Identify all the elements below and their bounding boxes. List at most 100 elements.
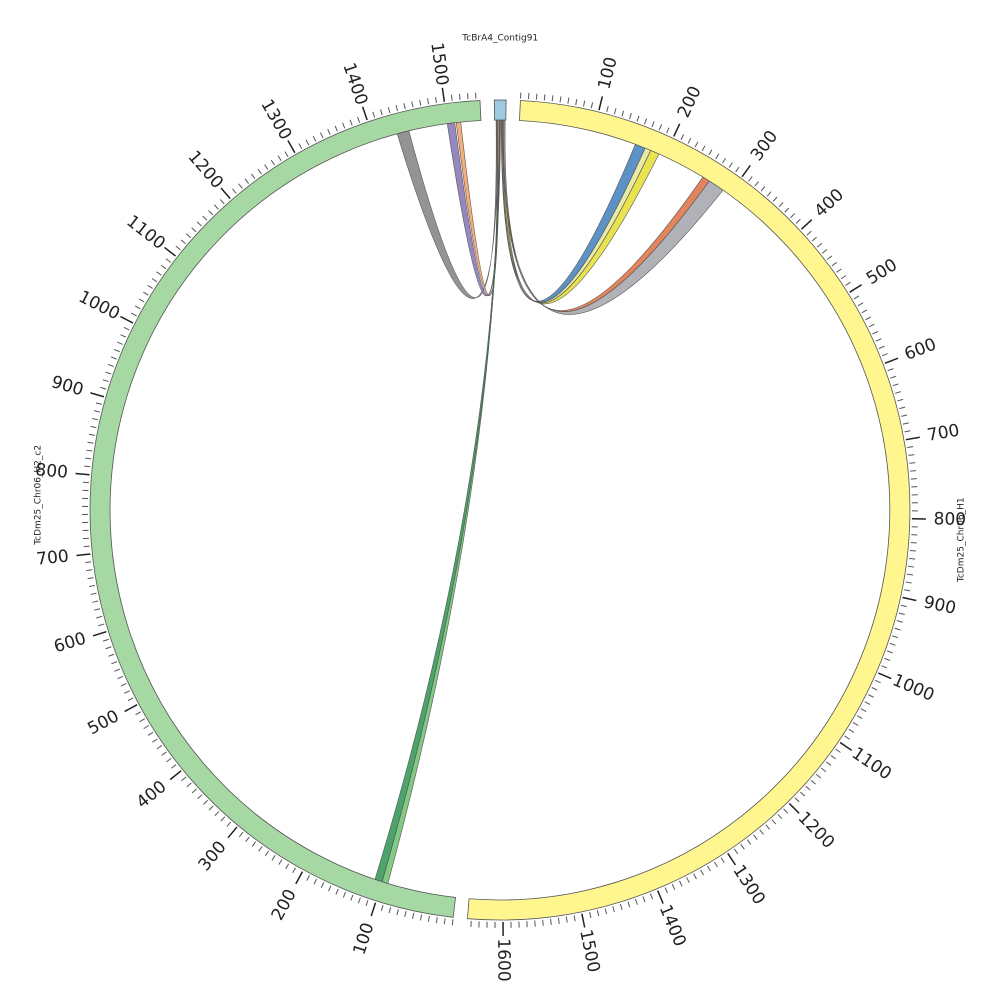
tick-label: 700 bbox=[35, 546, 69, 569]
minor-tick bbox=[567, 97, 570, 104]
major-tick bbox=[120, 315, 134, 324]
minor-tick bbox=[435, 96, 437, 104]
minor-tick bbox=[458, 93, 461, 100]
minor-tick bbox=[821, 249, 828, 254]
minor-tick bbox=[777, 813, 783, 820]
minor-tick bbox=[542, 919, 544, 926]
major-tick bbox=[788, 802, 800, 814]
segment bbox=[89, 100, 482, 918]
minor-tick bbox=[800, 791, 806, 797]
minor-tick bbox=[134, 305, 141, 310]
minor-tick bbox=[277, 155, 282, 162]
minor-tick bbox=[357, 116, 361, 123]
tick-label: 300 bbox=[195, 837, 231, 875]
minor-tick bbox=[765, 824, 771, 830]
tick-label: 700 bbox=[926, 421, 961, 446]
tick-label: 900 bbox=[49, 372, 86, 400]
minor-tick bbox=[551, 95, 554, 102]
minor-tick bbox=[806, 230, 812, 236]
minor-tick bbox=[395, 105, 399, 112]
minor-tick bbox=[85, 457, 92, 460]
minor-tick bbox=[191, 788, 197, 794]
minor-tick bbox=[105, 371, 112, 375]
minor-tick bbox=[147, 284, 153, 289]
minor-tick bbox=[110, 356, 117, 360]
minor-tick bbox=[881, 665, 888, 669]
minor-tick bbox=[878, 345, 885, 349]
tick-label: 1300 bbox=[256, 96, 295, 143]
segment bbox=[493, 99, 507, 121]
minor-tick bbox=[152, 738, 158, 743]
minor-tick bbox=[811, 236, 817, 242]
minor-tick bbox=[680, 134, 685, 141]
tick-label: 1300 bbox=[728, 861, 769, 908]
minor-tick bbox=[86, 569, 93, 572]
minor-tick bbox=[365, 900, 369, 907]
minor-tick bbox=[251, 173, 256, 180]
minor-tick bbox=[350, 894, 354, 901]
minor-tick bbox=[892, 383, 899, 387]
major-tick bbox=[295, 871, 304, 885]
minor-tick bbox=[357, 897, 361, 904]
minor-tick bbox=[143, 725, 150, 730]
major-tick bbox=[370, 902, 377, 917]
minor-tick bbox=[826, 255, 833, 260]
minor-tick bbox=[707, 865, 711, 872]
minor-tick bbox=[861, 309, 868, 314]
minor-tick bbox=[117, 341, 123, 345]
minor-tick bbox=[107, 363, 114, 368]
link bbox=[381, 119, 501, 884]
minor-tick bbox=[380, 904, 384, 911]
minor-tick bbox=[908, 454, 915, 456]
major-tick bbox=[76, 553, 91, 557]
segment-name: TcDm25_Chr06_H1 bbox=[957, 497, 967, 583]
minor-tick bbox=[117, 675, 124, 680]
minor-tick bbox=[902, 422, 909, 425]
minor-tick bbox=[636, 115, 640, 122]
minor-tick bbox=[108, 653, 115, 657]
minor-tick bbox=[427, 915, 430, 922]
minor-tick bbox=[143, 291, 149, 296]
minor-tick bbox=[840, 275, 847, 280]
tick-label: 200 bbox=[674, 83, 706, 121]
minor-tick bbox=[898, 612, 905, 615]
minor-tick bbox=[83, 545, 90, 548]
minor-tick bbox=[590, 102, 594, 109]
major-tick bbox=[169, 770, 182, 781]
minor-tick bbox=[794, 797, 800, 803]
segment bbox=[467, 100, 911, 921]
minor-tick bbox=[160, 264, 167, 270]
minor-tick bbox=[875, 338, 882, 342]
minor-tick bbox=[848, 728, 855, 733]
minor-tick bbox=[815, 773, 822, 779]
tick-label: 1100 bbox=[848, 743, 895, 784]
minor-tick bbox=[892, 635, 899, 639]
major-tick bbox=[741, 164, 751, 178]
minor-tick bbox=[825, 761, 832, 766]
minor-tick bbox=[543, 94, 546, 101]
minor-tick bbox=[613, 108, 617, 115]
minor-tick bbox=[644, 118, 648, 125]
minor-tick bbox=[778, 202, 784, 208]
minor-tick bbox=[120, 334, 127, 338]
major-tick bbox=[849, 284, 862, 293]
minor-tick bbox=[671, 884, 676, 890]
minor-tick bbox=[264, 850, 270, 857]
minor-tick bbox=[771, 819, 777, 825]
minor-tick bbox=[88, 433, 95, 436]
tick-label: 600 bbox=[52, 629, 89, 658]
minor-tick bbox=[84, 465, 91, 468]
minor-tick bbox=[95, 402, 102, 405]
minor-tick bbox=[629, 113, 632, 120]
tick-label: 600 bbox=[902, 335, 939, 365]
minor-tick bbox=[232, 188, 237, 194]
minor-tick bbox=[583, 100, 586, 107]
minor-tick bbox=[257, 168, 262, 175]
major-tick bbox=[800, 219, 813, 230]
major-tick bbox=[902, 596, 917, 602]
minor-tick bbox=[305, 139, 310, 146]
minor-tick bbox=[244, 178, 250, 184]
minor-tick bbox=[728, 162, 733, 168]
minor-tick bbox=[612, 906, 615, 913]
minor-tick bbox=[634, 898, 638, 905]
